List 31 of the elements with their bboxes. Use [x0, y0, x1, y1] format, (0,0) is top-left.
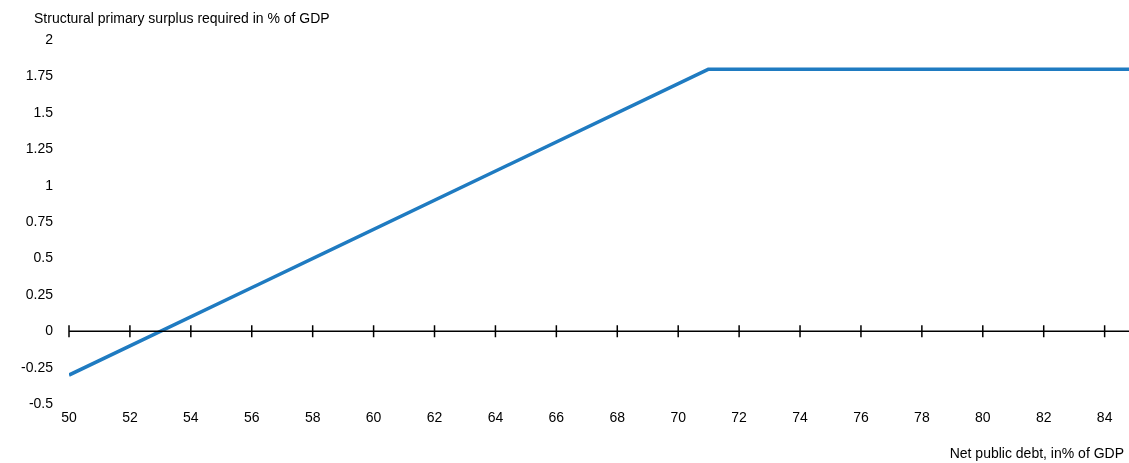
y-tick-label: 0.5: [33, 249, 54, 266]
x-tick-label: 56: [243, 409, 260, 426]
x-tick-label: 60: [365, 409, 382, 426]
x-tick-label: 80: [975, 409, 991, 426]
x-tick-label: 54: [183, 409, 199, 426]
x-tick-label: 58: [304, 409, 321, 426]
x-tick-label: 82: [1035, 409, 1052, 426]
y-tick-label: 0.25: [25, 285, 54, 302]
x-tick-label: 84: [1096, 409, 1113, 426]
x-tick-label: 62: [426, 409, 443, 426]
x-tick-label: 76: [853, 409, 869, 426]
x-tick-label: 52: [122, 409, 138, 426]
y-tick-label: 1: [45, 176, 54, 193]
y-tick-label: -0.25: [21, 358, 54, 375]
x-tick-label: 72: [731, 409, 748, 426]
x-tick-label: 70: [670, 409, 687, 426]
y-tick-label: 0.75: [25, 212, 54, 229]
y-tick-label: -0.5: [28, 395, 54, 412]
x-tick-label: 78: [914, 409, 930, 426]
x-tick-label: 66: [548, 409, 565, 426]
x-axis-title: Net public debt, in% of GDP: [949, 444, 1124, 461]
y-tick-label: 1.75: [25, 67, 54, 84]
x-tick-label: 74: [792, 409, 809, 426]
y-tick-label: 0: [45, 322, 54, 339]
y-tick-label: 1.5: [33, 103, 54, 120]
x-tick-label: 64: [487, 409, 504, 426]
y-tick-label: 1.25: [25, 140, 54, 157]
x-tick-label: 50: [61, 409, 77, 426]
y-axis-title: Structural primary surplus required in % of GDP: [34, 9, 330, 26]
x-tick-label: 68: [609, 409, 626, 426]
y-tick-label: 2: [45, 30, 54, 47]
